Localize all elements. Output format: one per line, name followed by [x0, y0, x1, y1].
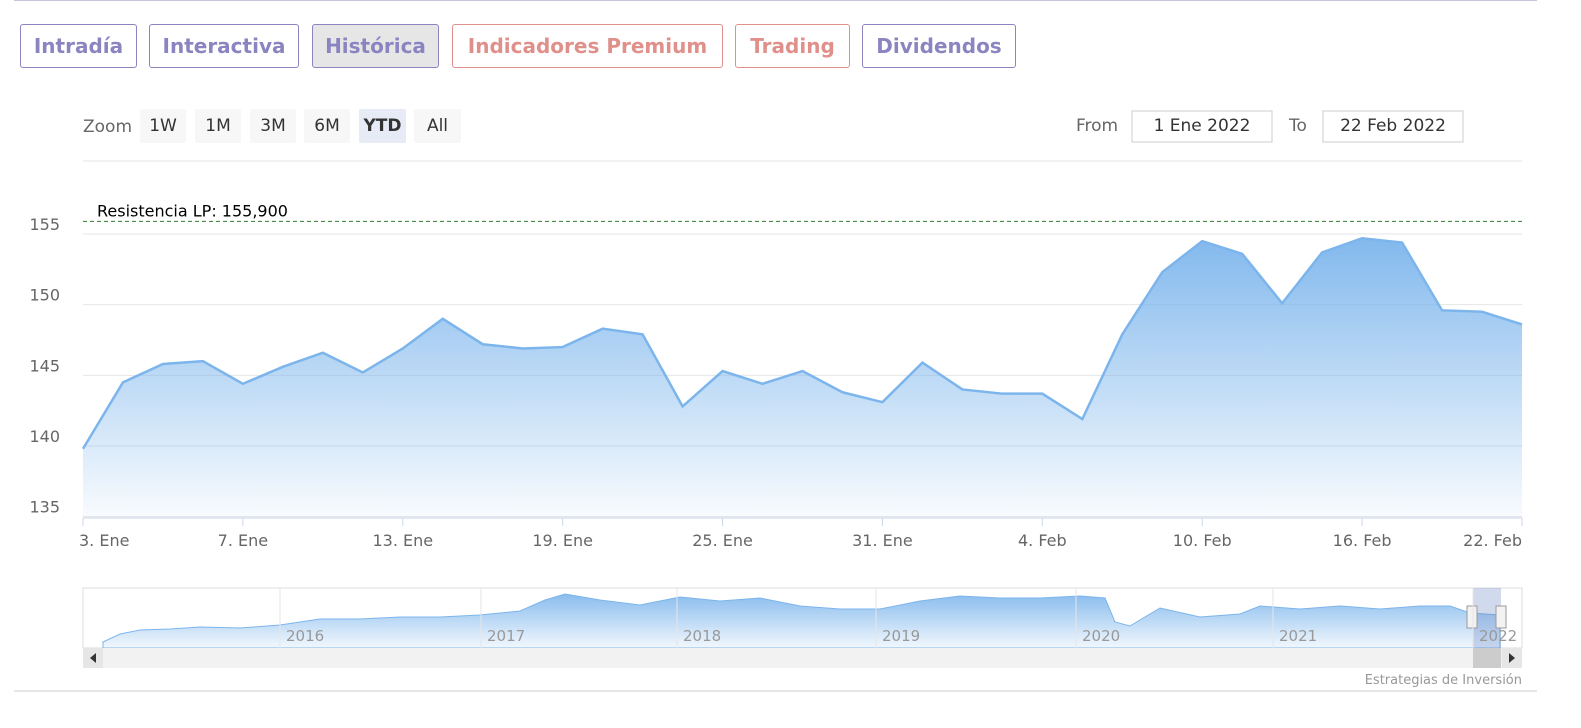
- area-fill: [83, 238, 1522, 519]
- y-tick-label: 155: [29, 215, 60, 234]
- x-tick-label: 7. Ene: [218, 531, 268, 550]
- tab[interactable]: Indicadores Premium: [452, 24, 723, 68]
- x-tick-label: 25. Ene: [692, 531, 753, 550]
- zoom-button[interactable]: [250, 109, 296, 143]
- navigator-year: 2020: [1082, 627, 1120, 645]
- navigator-year: 2021: [1279, 627, 1317, 645]
- zoom-button-label[interactable]: 1M: [205, 116, 230, 136]
- scrollbar[interactable]: [83, 648, 1522, 668]
- arrow-left: [90, 653, 96, 663]
- navigator-year: 2019: [882, 627, 920, 645]
- zoom-button[interactable]: [304, 109, 350, 143]
- navigator-handle[interactable]: [1495, 605, 1507, 629]
- x-tick-label: 22. Feb: [1463, 531, 1522, 550]
- line: [81, 237, 1523, 450]
- x-tick-label: 10. Feb: [1173, 531, 1232, 550]
- y-tick-label: 145: [29, 356, 60, 375]
- x-tick-label: 3. Ene: [79, 531, 129, 550]
- x-tick-label: 4. Feb: [1018, 531, 1067, 550]
- zoom-button-label[interactable]: All: [427, 116, 448, 136]
- navigator-series: [102, 593, 1501, 649]
- top-rule: [14, 0, 1537, 1]
- to-value[interactable]: 22 Feb 2022: [1340, 116, 1446, 136]
- zoom-button-label[interactable]: 3M: [260, 116, 285, 136]
- from-input[interactable]: [1131, 110, 1273, 143]
- resistance-label: Resistencia LP: 155,900: [97, 201, 288, 220]
- x-tick-label: 19. Ene: [532, 531, 593, 550]
- tab[interactable]: Intradía: [20, 24, 137, 68]
- y-tick-label: 135: [29, 498, 60, 517]
- zoom-button-label[interactable]: 6M: [314, 116, 339, 136]
- tab[interactable]: Interactiva: [149, 24, 299, 68]
- x-tick-label: 13. Ene: [372, 531, 433, 550]
- navigator-handle[interactable]: [1466, 605, 1478, 629]
- credit: Estrategias de Inversión: [1365, 673, 1522, 688]
- to-label: To: [1288, 116, 1307, 136]
- arrow-right: [1509, 653, 1515, 663]
- zoom-button-label[interactable]: 1W: [149, 116, 177, 136]
- tab[interactable]: Trading: [735, 24, 850, 68]
- x-tick-label: 16. Feb: [1333, 531, 1392, 550]
- from-label: From: [1076, 116, 1118, 136]
- navigator-year: 2016: [286, 627, 324, 645]
- zoom-button[interactable]: [359, 109, 406, 143]
- x-tick-label: 31. Ene: [852, 531, 913, 550]
- scrollbar-thumb[interactable]: [1473, 648, 1501, 668]
- y-tick-label: 140: [29, 427, 60, 446]
- tab[interactable]: Dividendos: [862, 24, 1016, 68]
- tab[interactable]: Histórica: [312, 24, 439, 68]
- navigator-year: 2022: [1479, 627, 1517, 645]
- to-input[interactable]: [1322, 110, 1464, 143]
- zoom-button[interactable]: [140, 109, 186, 143]
- navigator-year: 2018: [683, 627, 721, 645]
- zoom-label: Zoom: [83, 117, 132, 137]
- y-tick-label: 150: [29, 286, 60, 305]
- zoom-button[interactable]: [414, 109, 461, 143]
- navigator-year: 2017: [487, 627, 525, 645]
- zoom-button-label[interactable]: YTD: [362, 116, 401, 136]
- from-value[interactable]: 1 Ene 2022: [1154, 116, 1251, 136]
- zoom-button[interactable]: [195, 109, 241, 143]
